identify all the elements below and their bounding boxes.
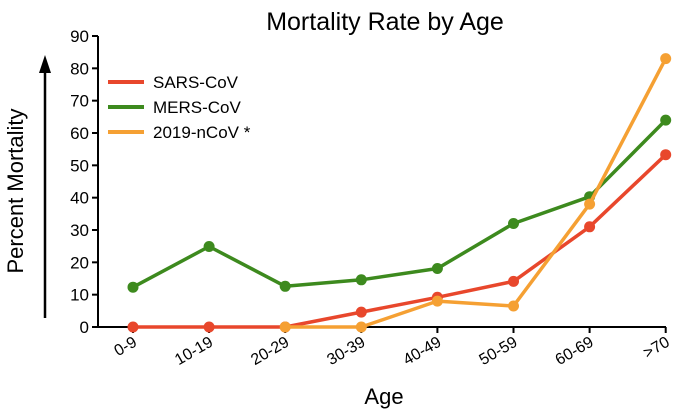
chart-title: Mortality Rate by Age [266,8,504,36]
series-layer [127,53,672,333]
y-tick-label: 20 [70,253,89,272]
series-line-0 [133,153,667,329]
axes: 0 10 20 30 40 50 60 70 80 90 0-9 10-19 20-29 30-39 40-… [70,27,673,369]
data-point [431,295,443,307]
x-tick-label: 60-69 [553,334,597,369]
data-point [660,149,672,161]
legend-label: SARS-CoV [153,73,239,92]
data-point [431,263,443,274]
x-tick-label: 0-9 [111,334,140,360]
legend: SARS-CoV MERS-CoV 2019-nCoV * [108,73,251,142]
x-axis-label: Age [364,384,403,409]
legend-label: 2019-nCoV * [153,123,251,142]
y-tick-label: 30 [70,221,89,240]
data-point [355,306,367,318]
x-tick-label: >70 [641,334,673,362]
y-axis-label: Percent Mortality [3,108,28,273]
data-point [584,221,596,233]
data-point [203,321,215,333]
y-tick-label: 60 [70,124,89,143]
data-point [127,281,139,293]
data-point [508,275,519,287]
data-point [203,241,215,252]
series-line-2 [285,57,668,329]
y-tick-label: 0 [80,318,89,337]
data-point [279,280,291,292]
data-point [355,321,367,333]
y-tick-label: 40 [70,189,89,208]
data-point [127,321,139,333]
y-tick-label: 80 [70,59,89,78]
data-point [660,53,672,65]
data-point [584,198,596,210]
y-tick-label: 50 [70,156,89,175]
data-point [508,218,519,229]
x-tick-label: 40-49 [400,334,444,369]
data-point [355,274,367,286]
x-tick-label: 20-29 [248,334,292,369]
x-tick-label: 30-39 [324,334,368,369]
y-tick-label: 90 [70,27,89,46]
series-line-1 [132,118,667,289]
y-tick-label: 10 [70,286,89,305]
x-tick-label: 10-19 [172,334,216,369]
data-point [508,300,519,312]
data-point [279,321,291,333]
x-tick-label: 50-59 [477,334,521,369]
legend-label: MERS-CoV [153,98,242,117]
y-axis-label-arrowhead [39,55,51,73]
y-tick-label: 70 [70,92,89,111]
data-point [660,114,672,126]
